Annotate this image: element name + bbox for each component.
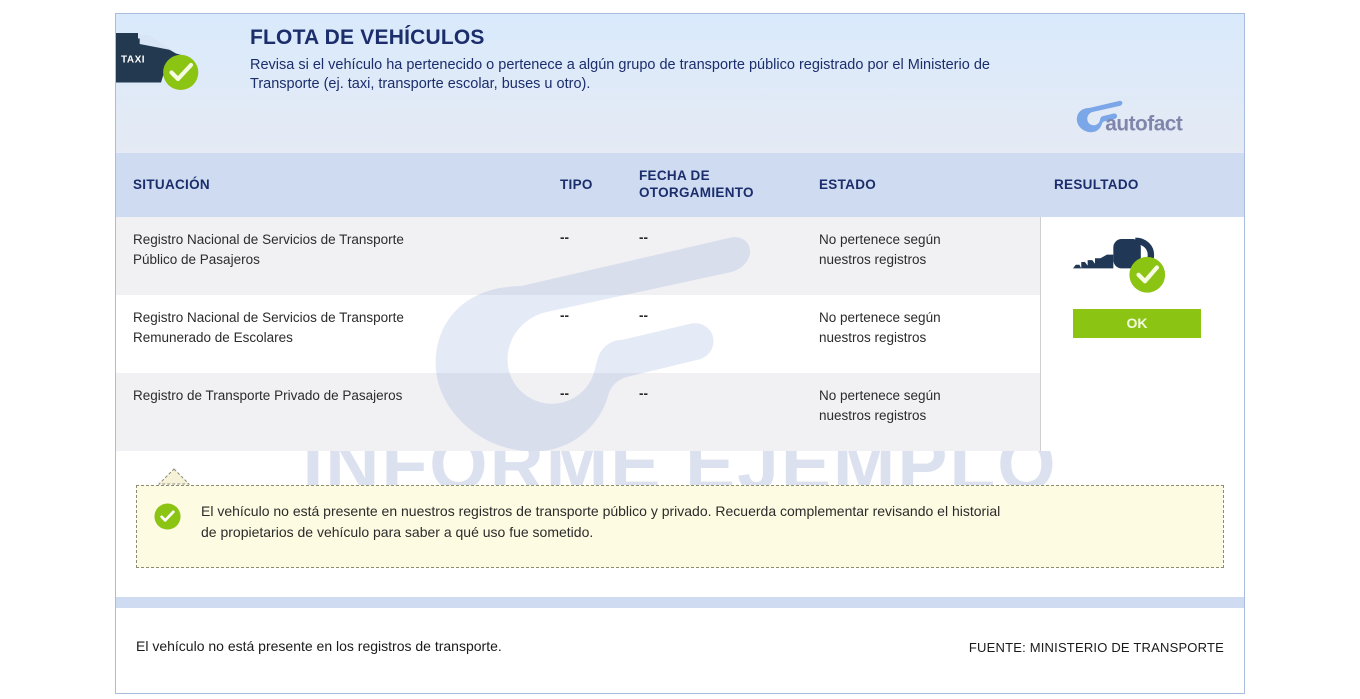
svg-text:TAXI: TAXI: [121, 55, 145, 66]
svg-text:autofact: autofact: [1105, 113, 1183, 135]
